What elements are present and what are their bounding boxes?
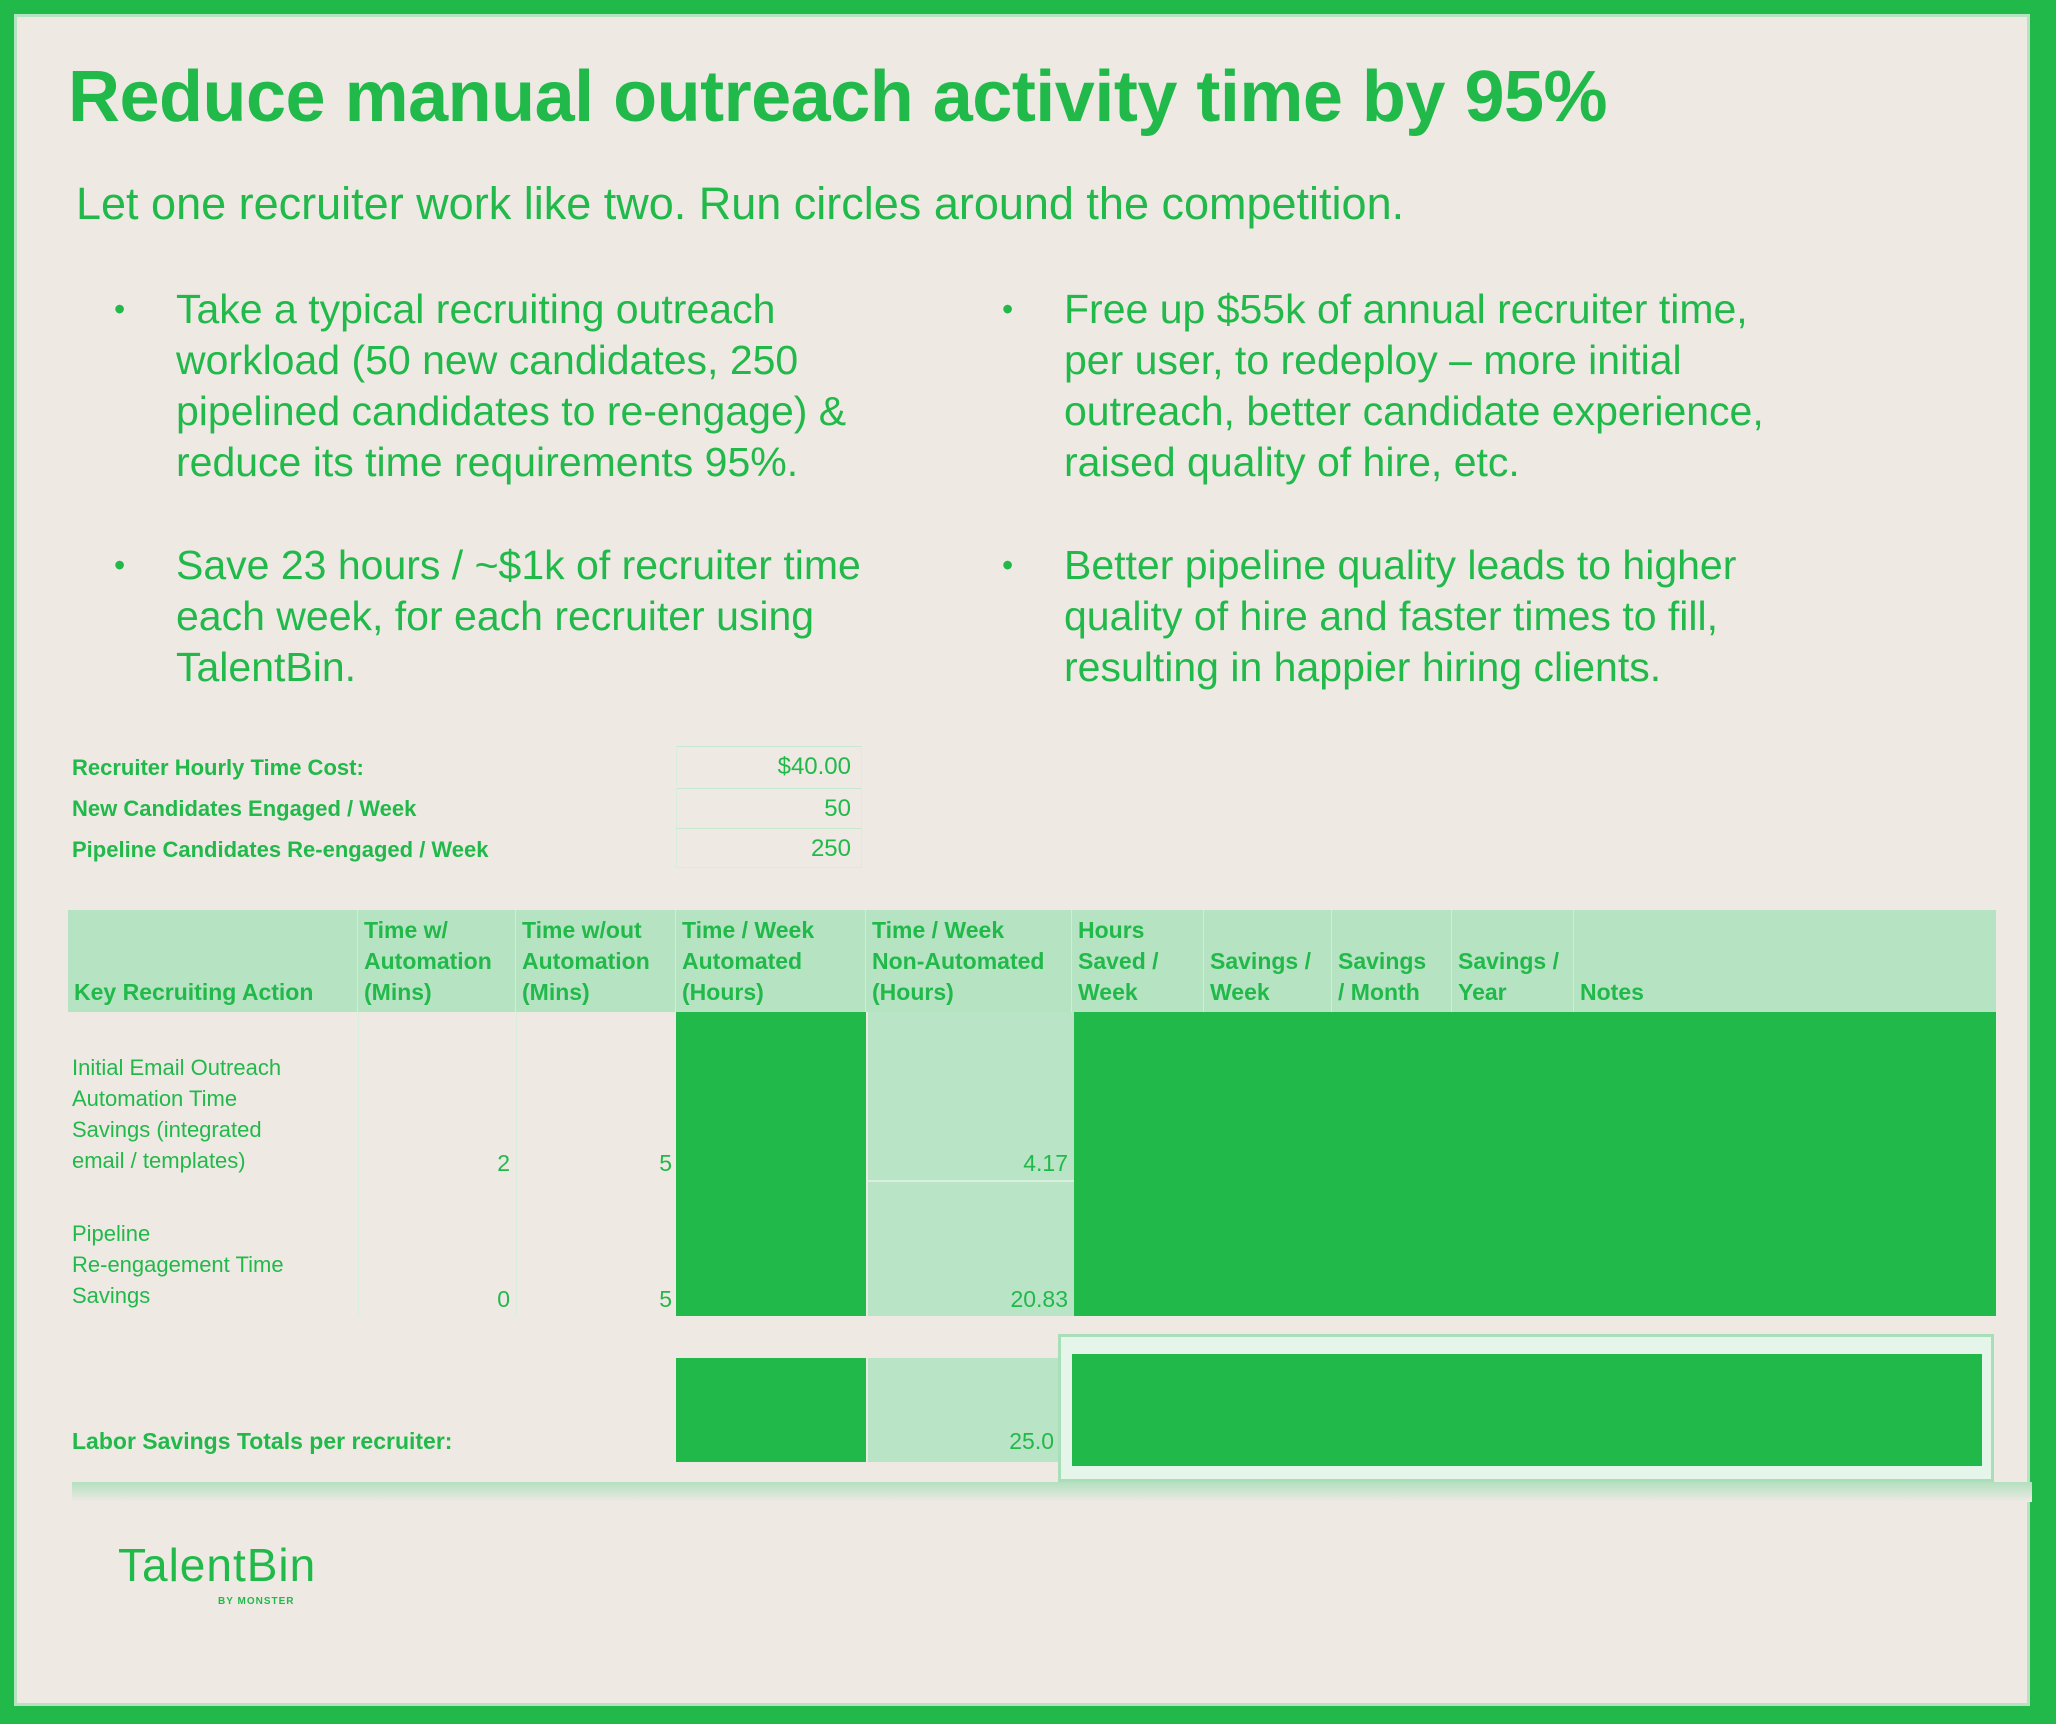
totals-label: Labor Savings Totals per recruiter: bbox=[72, 1428, 453, 1454]
bullet-item: • Take a typical recruiting outreach wor… bbox=[114, 284, 847, 488]
header-savings-week: Savings / Week bbox=[1204, 910, 1332, 1012]
totals-non-automated-hours: 25.0 bbox=[1009, 1428, 1054, 1454]
input-value-new-candidates[interactable]: 50 bbox=[676, 788, 862, 828]
table-row-action-pipeline-reengagement: Pipeline Re-engagement Time Savings bbox=[72, 1221, 284, 1308]
row2-time-without-automation: 5 bbox=[659, 1286, 672, 1312]
row1-time-with-automation: 2 bbox=[497, 1150, 510, 1176]
table-row-action-email-outreach: Initial Email Outreach Automation Time S… bbox=[72, 1055, 282, 1173]
row-divider bbox=[868, 1180, 1074, 1182]
totals-savings-cells bbox=[1072, 1354, 1982, 1466]
header-savings-month: Savings / Month bbox=[1332, 910, 1452, 1012]
row2-time-with-automation: 0 bbox=[497, 1286, 510, 1312]
header-key-action: Key Recruiting Action bbox=[68, 910, 358, 1012]
bullet-text: Better pipeline quality leads to higher … bbox=[1064, 542, 1737, 690]
header-time-week-non-automated: Time / Week Non-Automated (Hours) bbox=[866, 910, 1072, 1012]
header-time-without-automation: Time w/out Automation (Mins) bbox=[516, 910, 676, 1012]
input-value-hourly-cost[interactable]: $40.00 bbox=[676, 746, 862, 786]
column-divider bbox=[358, 1012, 359, 1316]
table-shadow bbox=[72, 1482, 2032, 1502]
bullet-dot: • bbox=[114, 291, 126, 327]
input-label-new-candidates: New Candidates Engaged / Week bbox=[72, 796, 417, 821]
savings-cells bbox=[1074, 1012, 1996, 1316]
non-automated-hours-cells bbox=[868, 1012, 1074, 1316]
page-title: Reduce manual outreach activity time by … bbox=[68, 57, 1608, 137]
bullet-text: Take a typical recruiting outreach workl… bbox=[176, 286, 847, 485]
row1-time-without-automation: 5 bbox=[659, 1150, 672, 1176]
page-subtitle: Let one recruiter work like two. Run cir… bbox=[76, 178, 1405, 229]
row2-non-automated-hours: 20.83 bbox=[1010, 1286, 1068, 1312]
talentbin-logo: TalentBin bbox=[118, 1539, 317, 1591]
header-time-with-automation: Time w/ Automation (Mins) bbox=[358, 910, 516, 1012]
bullet-text: Save 23 hours / ~$1k of recruiter time e… bbox=[176, 542, 861, 690]
bullet-dot: • bbox=[1002, 547, 1014, 583]
bullet-dot: • bbox=[114, 547, 126, 583]
talentbin-logo-tagline: BY MONSTER bbox=[218, 1596, 295, 1607]
bullet-item: • Free up $55k of annual recruiter time,… bbox=[1002, 284, 1764, 488]
column-divider bbox=[516, 1012, 517, 1316]
bullet-dot: • bbox=[1002, 291, 1014, 327]
header-savings-year: Savings / Year bbox=[1452, 910, 1574, 1012]
bullet-item: • Better pipeline quality leads to highe… bbox=[1002, 540, 1737, 693]
totals-automated-cell bbox=[676, 1358, 866, 1462]
table-header: Key Recruiting Action Time w/ Automation… bbox=[68, 910, 1996, 1012]
input-value-pipeline-candidates[interactable]: 250 bbox=[676, 828, 862, 868]
automated-hours-cells bbox=[676, 1012, 866, 1316]
header-notes: Notes bbox=[1580, 979, 1644, 1005]
input-label-hourly-cost: Recruiter Hourly Time Cost: bbox=[72, 755, 364, 780]
totals-non-automated-cell bbox=[868, 1358, 1058, 1462]
bullet-item: • Save 23 hours / ~$1k of recruiter time… bbox=[114, 540, 861, 693]
header-hours-saved: Hours Saved / Week bbox=[1072, 910, 1204, 1012]
row1-non-automated-hours: 4.17 bbox=[1023, 1150, 1068, 1176]
bullet-text: Free up $55k of annual recruiter time, p… bbox=[1064, 286, 1764, 485]
input-label-pipeline-candidates: Pipeline Candidates Re-engaged / Week bbox=[72, 837, 489, 862]
header-time-week-automated: Time / Week Automated (Hours) bbox=[676, 910, 866, 1012]
